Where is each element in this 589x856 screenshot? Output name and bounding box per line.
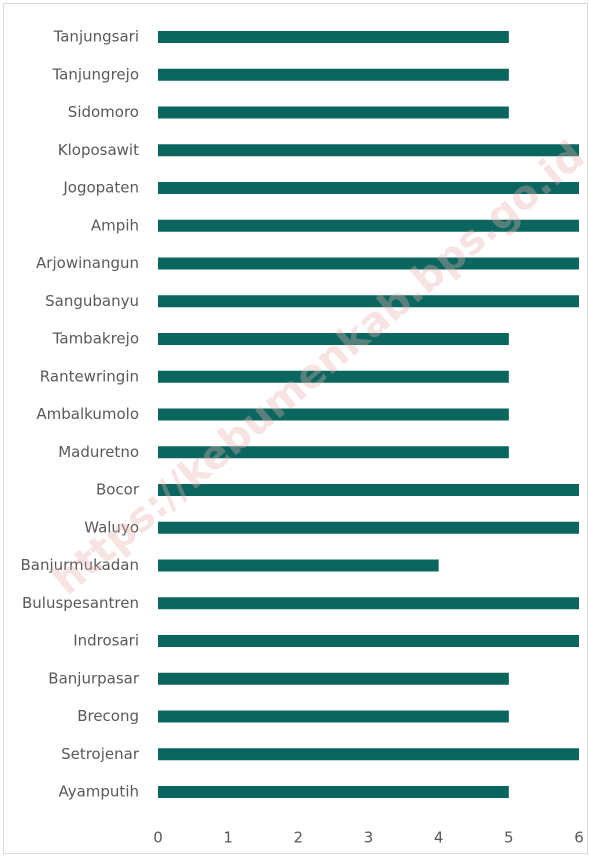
y-tick-label: Sidomoro — [68, 103, 139, 121]
x-tick-label: 0 — [153, 829, 163, 847]
y-tick-label: Sangubanyu — [45, 292, 139, 310]
bar — [158, 672, 509, 685]
y-tick-label: Ayamputih — [58, 783, 139, 801]
bar — [158, 446, 509, 459]
x-tick-label: 5 — [504, 829, 514, 847]
y-tick-label: Arjowinangun — [36, 254, 139, 272]
x-tick-label: 3 — [364, 829, 374, 847]
bar — [158, 257, 579, 270]
bar — [158, 68, 509, 81]
bar — [158, 521, 579, 534]
bar — [158, 219, 579, 232]
y-tick-label: Kloposawit — [58, 141, 139, 159]
y-tick-label: Setrojenar — [61, 745, 140, 763]
y-tick-label: Waluyo — [84, 518, 139, 536]
y-tick-label: Banjurmukadan — [20, 556, 139, 574]
y-tick-label: Ampih — [91, 216, 139, 234]
x-tick-label: 6 — [574, 829, 584, 847]
bar — [158, 635, 579, 647]
y-tick-label: Banjurpasar — [48, 669, 140, 687]
bar — [158, 182, 579, 194]
y-tick-label: Tanjungsari — [53, 28, 139, 46]
bar — [158, 144, 579, 157]
bar — [158, 559, 439, 572]
bar — [158, 748, 579, 761]
bar — [158, 31, 509, 43]
chart-border — [3, 3, 588, 854]
y-tick-label: Buluspesantren — [22, 594, 139, 612]
bar — [158, 295, 579, 308]
y-tick-label: Rantewringin — [40, 367, 139, 385]
bar — [158, 333, 509, 345]
y-tick-label: Tambakrejo — [52, 330, 139, 348]
bar — [158, 370, 509, 383]
x-tick-label: 4 — [434, 829, 444, 847]
x-tick-label: 2 — [294, 829, 304, 847]
bar — [158, 484, 579, 496]
y-tick-label: Maduretno — [58, 443, 139, 461]
bar — [158, 710, 509, 723]
bar — [158, 597, 579, 610]
y-tick-label: Bocor — [96, 481, 140, 499]
y-tick-label: Brecong — [77, 707, 139, 725]
y-tick-label: Ambalkumolo — [36, 405, 139, 423]
bar — [158, 106, 509, 119]
bar — [158, 786, 509, 798]
y-tick-label: Jogopaten — [62, 179, 139, 197]
x-tick-label: 1 — [223, 829, 233, 847]
y-tick-label: Tanjungrejo — [52, 65, 140, 83]
bar — [158, 408, 509, 421]
y-tick-label: Indrosari — [73, 632, 139, 650]
